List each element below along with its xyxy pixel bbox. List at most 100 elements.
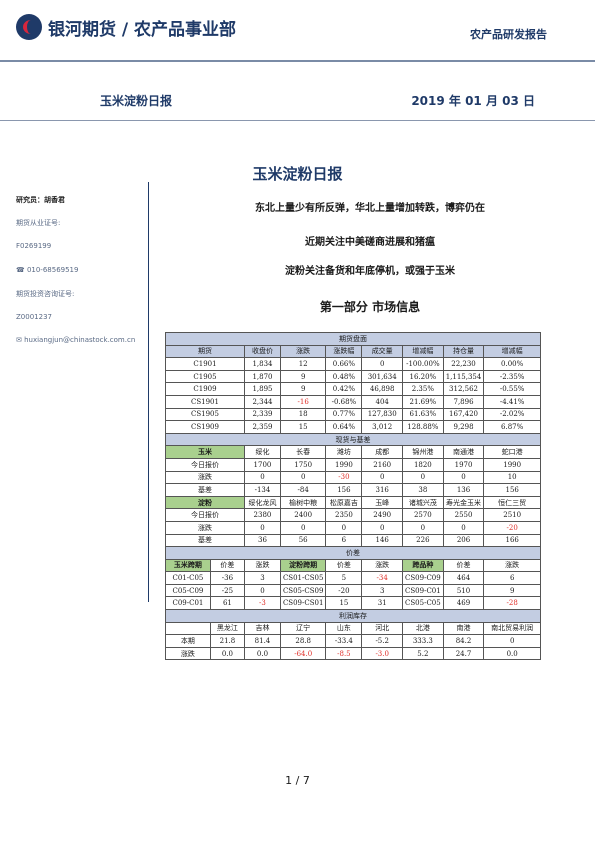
spread-row: C05-C09 -25 0 CS05-CS09 -20 3 CS09-C01 510 9: [165, 583, 541, 598]
table-cell: 1970: [442, 457, 485, 472]
table-cell: CS09-C09: [402, 571, 444, 585]
table-cell: 166: [483, 533, 541, 548]
futures-row: CS1901 2,344 -16 -0.68% 404 21.69% 7,896 -4.41%: [165, 394, 541, 409]
column-header: 玉米跨期: [165, 558, 211, 573]
table-cell: 15: [279, 420, 327, 434]
column-header: 成都: [361, 445, 404, 459]
table-cell: 316: [361, 483, 404, 497]
table-cell: 6: [483, 571, 541, 585]
column-header: 潍坊: [325, 445, 363, 459]
column-header: 增减幅: [402, 344, 444, 359]
column-header: 期货: [165, 344, 245, 359]
table-cell: 464: [442, 571, 485, 585]
corn-header-row: 玉米 绥化 长春 潍坊 成都 锦州港 南通港 蛇口港: [165, 445, 541, 459]
futures-row: C1909 1,895 9 0.42% 46,898 2.35% 312,562 -0.55%: [165, 382, 541, 396]
table-cell: 2550: [442, 508, 485, 522]
corn-row: 基差 -134 -84 156 316 38 136 156: [165, 483, 541, 497]
table-cell: CS1905: [165, 407, 245, 422]
corn-row: 今日报价 1700 1750 1990 2160 1820 1970 1990: [165, 457, 541, 472]
table-cell: 22,230: [442, 357, 485, 371]
table-cell: -64.0: [279, 646, 327, 661]
table-cell: 1700: [243, 457, 281, 472]
table-cell: 0: [442, 470, 485, 485]
license-number: F0269199: [16, 242, 52, 250]
column-header: 松原嘉吉: [325, 495, 363, 510]
table-cell: 6: [325, 533, 363, 548]
section-title-cell: 价差: [165, 546, 541, 560]
table-cell: 0: [279, 470, 327, 485]
market-data-table: 期货盘面 期货 收盘价 涨跌 涨跌幅 成交量 增减幅 持仓量 增减幅 C1901 1,834 12 0.…: [165, 332, 541, 661]
table-cell: 312,562: [442, 382, 485, 396]
divider: [0, 120, 595, 121]
spread-row: C01-C05 -36 3 CS01-CS05 5 -34 CS09-C09 464 6: [165, 571, 541, 585]
table-cell: -0.68%: [325, 394, 363, 409]
table-cell: 31: [361, 596, 404, 611]
starch-header-row: 淀粉 绥化龙风 榆树中粮 松原嘉吉 玉峰 诸城兴茂 寿光金玉米 恒仁三贸: [165, 495, 541, 510]
table-cell: 510: [442, 583, 485, 598]
column-header: 持仓量: [442, 344, 485, 359]
table-cell: 84.2: [442, 634, 485, 648]
table-cell: 0.77%: [325, 407, 363, 422]
section-header: 价差: [165, 546, 541, 560]
report-title: 玉米淀粉日报: [252, 165, 343, 183]
table-cell: -36: [209, 571, 245, 585]
table-cell: 12: [279, 357, 327, 371]
column-header: 长春: [279, 445, 327, 459]
table-cell: 2,339: [243, 407, 281, 422]
table-cell: -3.0: [361, 646, 404, 661]
table-cell: 0: [361, 470, 404, 485]
column-header: 淀粉跨期: [279, 558, 327, 573]
table-cell: 0: [442, 520, 485, 535]
table-cell: 3: [243, 571, 281, 585]
column-header: 涨跌幅: [325, 344, 363, 359]
table-cell: 6.87%: [483, 420, 541, 434]
starch-row: 基差 36 56 6 146 226 206 166: [165, 533, 541, 548]
galaxy-logo-icon: [16, 14, 42, 40]
consult-number: Z0001237: [16, 313, 52, 321]
table-cell: 136: [442, 483, 485, 497]
column-header: 南通港: [442, 445, 485, 459]
table-cell: -20: [325, 583, 363, 598]
table-cell: -100.00%: [402, 357, 444, 371]
futures-row: C1905 1,870 9 0.48% 301,634 16.20% 1,115,354 -2…: [165, 369, 541, 384]
table-cell: CS09-CS01: [279, 596, 327, 611]
table-cell: -3: [243, 596, 281, 611]
table-cell: 0.66%: [325, 357, 363, 371]
table-cell: 28.8: [279, 634, 327, 648]
table-cell: 404: [361, 394, 404, 409]
table-cell: -134: [243, 483, 281, 497]
table-cell: -2.02%: [483, 407, 541, 422]
researcher: 研究员：胡香君: [16, 196, 65, 204]
section-title-cell: 期货盘面: [165, 332, 541, 346]
table-cell: 156: [325, 483, 363, 497]
table-cell: 9: [483, 583, 541, 598]
column-header: 榆树中粮: [279, 495, 327, 510]
table-cell: 127,830: [361, 407, 404, 422]
section-header: 利润库存: [165, 609, 541, 623]
column-header: 淀粉: [165, 495, 245, 510]
table-cell: CS05-C05: [402, 596, 444, 611]
table-cell: -28: [483, 596, 541, 611]
table-cell: 10: [483, 470, 541, 485]
column-header: 蛇口港: [483, 445, 541, 459]
email[interactable]: ✉ huxiangjun@chinastock.com.cn: [16, 336, 136, 344]
futures-row: CS1909 2,359 15 0.64% 3,012 128.88% 9,298 6.87%: [165, 420, 541, 434]
table-cell: 7,896: [442, 394, 485, 409]
table-cell: 0: [279, 520, 327, 535]
column-header: 绥化龙风: [243, 495, 281, 510]
table-cell: 46,898: [361, 382, 404, 396]
table-cell: 0: [402, 470, 444, 485]
section-header: 现货与基差: [165, 432, 541, 447]
table-cell: 469: [442, 596, 485, 611]
table-cell: 2380: [243, 508, 281, 522]
table-cell: 涨跌: [165, 520, 245, 535]
table-cell: 0: [243, 520, 281, 535]
table-cell: 2570: [402, 508, 444, 522]
table-cell: 1990: [325, 457, 363, 472]
table-cell: 0.0: [243, 646, 281, 661]
table-cell: 333.3: [402, 634, 444, 648]
dept-label: 农产品研发报告: [470, 28, 547, 41]
consult-label: 期货投资咨询证号:: [16, 290, 75, 298]
table-cell: 226: [402, 533, 444, 548]
license-label: 期货从业证号:: [16, 219, 61, 227]
